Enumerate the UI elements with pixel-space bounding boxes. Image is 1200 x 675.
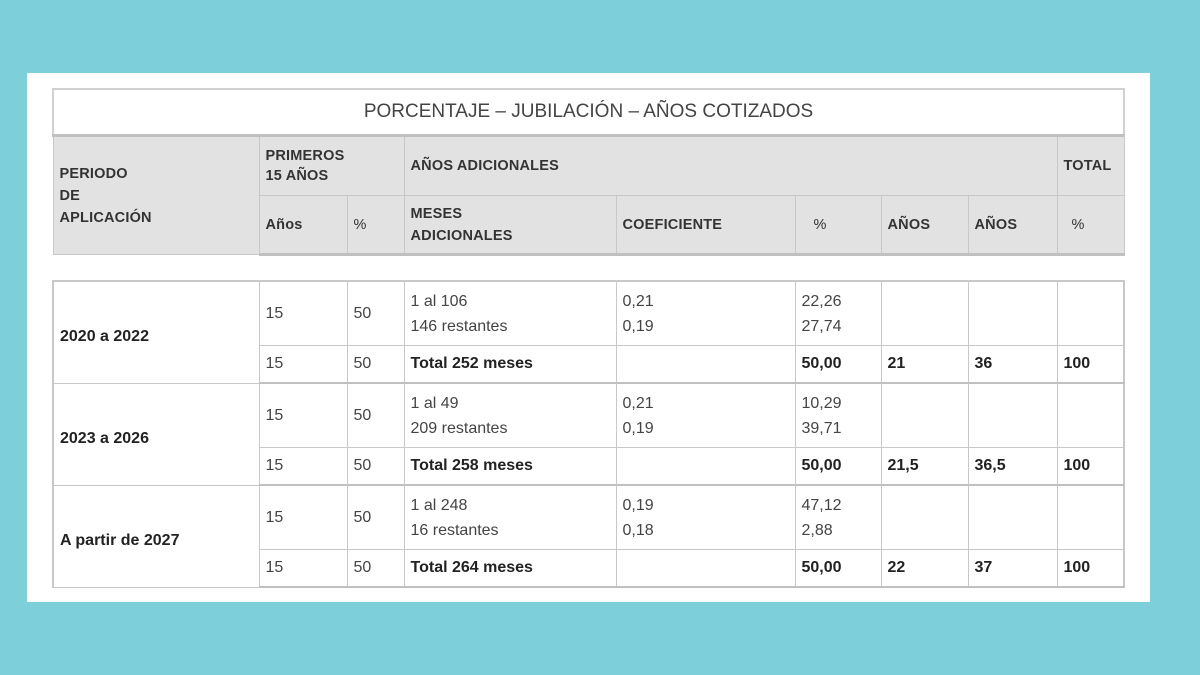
cell-anios-total: 36 [967,345,1058,384]
header-periodo-line: DE [59,187,81,204]
pct-adic-line: 22,26 [801,292,842,310]
coef-line: 0,19 [622,317,654,335]
cell-empty [967,280,1058,346]
coef-line: 0,18 [622,521,654,539]
header-periodo-line: APLICACIÓN [59,209,152,226]
pct-adic-line: 2,88 [801,521,833,539]
cell-coef: 0,21 0,19 [615,280,796,346]
cell-anios: 15 [258,447,348,486]
header-primeros-line: 15 AÑOS [265,168,329,184]
header-table: PORCENTAJE – JUBILACIÓN – AÑOS COTIZADOS… [51,88,1126,256]
content-panel: PORCENTAJE – JUBILACIÓN – AÑOS COTIZADOS… [27,73,1150,602]
header-pct-total: % [1056,195,1125,256]
pct-adic-line: 10,29 [801,394,842,412]
meses-line: 1 al 248 [410,496,468,514]
coef-line: 0,21 [622,292,654,310]
header-primeros: PRIMEROS 15 AÑOS [258,135,405,196]
cell-meses: 1 al 106 146 restantes [403,280,617,346]
meses-line: 1 al 49 [410,394,459,412]
header-anios-adicionales: AÑOS [880,195,969,256]
cell-meses: 1 al 49 209 restantes [403,382,617,448]
meses-line: 146 restantes [410,317,508,335]
period-label: 2023 a 2026 [52,382,260,486]
cell-anios: 15 [258,549,348,588]
cell-pct-adic: 10,29 39,71 [794,382,882,448]
period-label: A partir de 2027 [52,484,260,588]
cell-coef [615,345,796,384]
header-periodo-line: PERIODO [59,165,128,182]
header-anios-total: AÑOS [967,195,1058,256]
cell-pct: 50 [346,280,405,346]
table-row: A partir de 2027 15 50 1 al 248 16 resta… [52,484,1125,588]
header-meses-line: MESES [410,205,463,222]
cell-empty [880,280,969,346]
header-meses: MESES ADICIONALES [403,195,617,256]
header-anios: Años [258,195,348,256]
cell-empty [1056,382,1125,448]
header-periodo: PERIODO DE APLICACIÓN [52,135,260,255]
cell-coef: 0,19 0,18 [615,484,796,550]
meses-line: 1 al 106 [410,292,468,310]
pct-adic-line: 47,12 [801,496,842,514]
cell-meses: 1 al 248 16 restantes [403,484,617,550]
table-row: 2023 a 2026 15 50 1 al 49 209 restantes … [52,382,1125,486]
header-pct: % [346,195,405,256]
cell-pct-total: 100 [1056,447,1125,486]
cell-empty [1056,484,1125,550]
cell-pct-total: 100 [1056,549,1125,588]
cell-anios: 15 [258,484,348,550]
cell-pct: 50 [346,484,405,550]
cell-anios: 15 [258,345,348,384]
cell-pct: 50 [346,382,405,448]
header-meses-line: ADICIONALES [410,227,513,244]
table-title: PORCENTAJE – JUBILACIÓN – AÑOS COTIZADOS [51,88,1126,137]
header-pct-adicional: % [794,195,882,256]
cell-pct-adic: 47,12 2,88 [794,484,882,550]
cell-coef: 0,21 0,19 [615,382,796,448]
meses-line: 16 restantes [410,521,499,539]
cell-pct: 50 [346,447,405,486]
period-label: 2020 a 2022 [52,280,260,384]
cell-anios-adic: 21 [880,345,969,384]
table-row-total: 15 50 Total 258 meses 50,00 21,5 36,5 10… [53,447,1125,486]
cell-pct: 50 [346,549,405,588]
cell-total-meses: Total 252 meses [403,345,617,384]
cell-empty [880,382,969,448]
header-primeros-line: PRIMEROS [265,148,345,164]
pct-adic-line: 27,74 [801,317,842,335]
meses-line: 209 restantes [410,419,508,437]
cell-anios: 15 [258,382,348,448]
cell-pct-total: 100 [1056,345,1125,384]
cell-pct-adic-total: 50,00 [794,345,882,384]
cell-pct-adic: 22,26 27,74 [794,280,882,346]
cell-coef [615,549,796,588]
cell-total-meses: Total 264 meses [403,549,617,588]
cell-pct-adic-total: 50,00 [794,549,882,588]
cell-empty [880,484,969,550]
cell-coef [615,447,796,486]
cell-pct-adic-total: 50,00 [794,447,882,486]
table-row: 2020 a 2022 15 50 1 al 106 146 restantes… [52,280,1125,384]
cell-anios-total: 36,5 [967,447,1058,486]
cell-empty [1056,280,1125,346]
coef-line: 0,19 [622,496,654,514]
header-coeficiente: COEFICIENTE [615,195,796,256]
cell-anios: 15 [258,280,348,346]
table-row-total: 15 50 Total 252 meses 50,00 21 36 100 [53,345,1125,384]
header-total: TOTAL [1056,135,1125,196]
coef-line: 0,19 [622,419,654,437]
coef-line: 0,21 [622,394,654,412]
cell-anios-total: 37 [967,549,1058,588]
header-adicionales: AÑOS ADICIONALES [403,135,1058,196]
cell-total-meses: Total 258 meses [403,447,617,486]
cell-pct: 50 [346,345,405,384]
cell-anios-adic: 21,5 [880,447,969,486]
cell-empty [967,484,1058,550]
cell-empty [967,382,1058,448]
pct-adic-line: 39,71 [801,419,842,437]
data-table: 2020 a 2022 15 50 1 al 106 146 restantes… [52,280,1125,588]
table-row-total: 15 50 Total 264 meses 50,00 22 37 100 [53,549,1125,588]
cell-anios-adic: 22 [880,549,969,588]
